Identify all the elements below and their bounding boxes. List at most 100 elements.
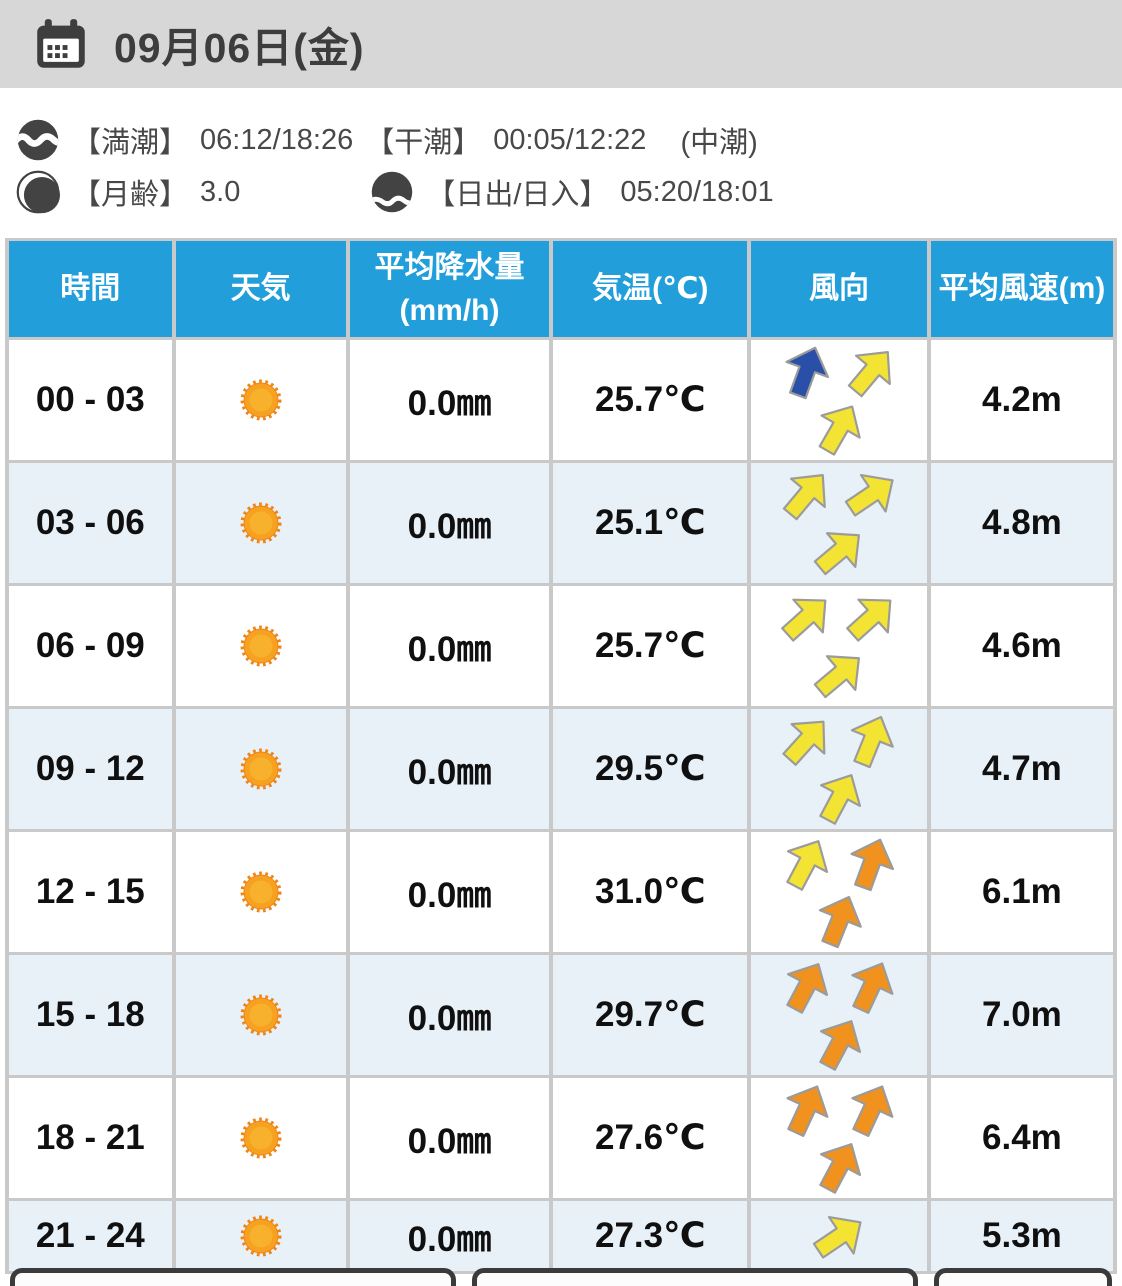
weather-cell bbox=[175, 340, 346, 460]
time-cell: 03 - 06 bbox=[9, 463, 172, 583]
wind-arrow-group bbox=[763, 836, 915, 948]
sunny-icon bbox=[238, 623, 284, 669]
wind-direction-arrow-icon bbox=[835, 950, 908, 1023]
next-section-stub[interactable] bbox=[934, 1268, 1112, 1286]
col-header-weather: 天気 bbox=[175, 241, 346, 337]
moon-sun-info-row: 【月齢】 3.0 【日出/日入】 05:20/18:01 bbox=[16, 166, 1122, 218]
forecast-row: 03 - 06 0.0㎜ 25.1℃ 4.8m bbox=[9, 463, 1113, 583]
forecast-table: 時間 天気 平均降水量 (mm/h) 気温(℃) 風向 平均風速(m) 00 -… bbox=[5, 238, 1117, 1274]
wave-icon bbox=[16, 118, 60, 162]
sunrise-group: 【日出/日入】 05:20/18:01 bbox=[370, 170, 774, 214]
wind-direction-cell bbox=[751, 1201, 927, 1271]
high-tide-times: 06:12/18:26 bbox=[200, 123, 354, 156]
forecast-row: 21 - 24 0.0㎜ 27.3℃ 5.3m bbox=[9, 1201, 1113, 1271]
precip-cell: 0.0㎜ bbox=[349, 340, 550, 460]
weather-cell bbox=[175, 586, 346, 706]
wind-direction-arrow-icon bbox=[836, 828, 906, 898]
forecast-table-body: 00 - 03 0.0㎜ 25.7℃ 4.2m 03 - 06 0.0㎜ 25.… bbox=[9, 340, 1113, 1271]
wind-direction-arrow-icon bbox=[836, 705, 908, 777]
wind-direction-cell bbox=[751, 955, 927, 1075]
sunny-icon bbox=[238, 377, 284, 423]
almanac-section: 【満潮】 06:12/18:26 【干潮】 00:05/12:22 (中潮) 【… bbox=[0, 88, 1122, 232]
low-tide-label: 【干潮】 bbox=[365, 127, 482, 159]
high-tide-label: 【満潮】 bbox=[72, 127, 189, 159]
wind-speed-cell: 6.1m bbox=[930, 832, 1113, 952]
precip-cell: 0.0㎜ bbox=[349, 955, 550, 1075]
moon-icon bbox=[16, 170, 60, 214]
weather-cell bbox=[175, 955, 346, 1075]
time-cell: 00 - 03 bbox=[9, 340, 172, 460]
sunny-icon bbox=[238, 500, 284, 546]
tide-phase: (中潮) bbox=[680, 127, 758, 159]
wind-direction-cell bbox=[751, 709, 927, 829]
wind-arrow-group bbox=[763, 1082, 915, 1194]
time-cell: 15 - 18 bbox=[9, 955, 172, 1075]
temp-cell: 25.1℃ bbox=[553, 463, 748, 583]
wind-speed-cell: 4.6m bbox=[930, 586, 1113, 706]
weather-cell bbox=[175, 709, 346, 829]
sunny-icon bbox=[238, 1115, 284, 1161]
sunrise-times: 05:20/18:01 bbox=[620, 175, 774, 208]
weather-cell bbox=[175, 1078, 346, 1198]
precip-cell: 0.0㎜ bbox=[349, 832, 550, 952]
temp-cell: 25.7℃ bbox=[553, 586, 748, 706]
weather-cell bbox=[175, 463, 346, 583]
time-cell: 06 - 09 bbox=[9, 586, 172, 706]
wind-direction-cell bbox=[751, 340, 927, 460]
temp-cell: 29.5℃ bbox=[553, 709, 748, 829]
forecast-row: 00 - 03 0.0㎜ 25.7℃ 4.2m bbox=[9, 340, 1113, 460]
col-header-precip-line1: 平均降水量 bbox=[374, 250, 525, 284]
wind-arrow-group bbox=[763, 1209, 915, 1264]
col-header-temp: 気温(℃) bbox=[553, 241, 748, 337]
wind-speed-cell: 4.2m bbox=[930, 340, 1113, 460]
wind-arrow-group bbox=[763, 590, 915, 702]
forecast-row: 15 - 18 0.0㎜ 29.7℃ 7.0m bbox=[9, 955, 1113, 1075]
tide-info-row: 【満潮】 06:12/18:26 【干潮】 00:05/12:22 (中潮) bbox=[16, 114, 1122, 166]
forecast-row: 18 - 21 0.0㎜ 27.6℃ 6.4m bbox=[9, 1078, 1113, 1198]
precip-cell: 0.0㎜ bbox=[349, 1201, 550, 1271]
weather-cell bbox=[175, 1201, 346, 1271]
next-section-stub[interactable] bbox=[472, 1268, 918, 1286]
sunrise-label: 【日出/日入】 bbox=[426, 179, 609, 211]
time-cell: 18 - 21 bbox=[9, 1078, 172, 1198]
col-header-precip-line2: (mm/h) bbox=[399, 294, 500, 327]
wind-direction-cell bbox=[751, 463, 927, 583]
temp-cell: 29.7℃ bbox=[553, 955, 748, 1075]
next-section-stub[interactable] bbox=[10, 1268, 456, 1286]
forecast-row: 06 - 09 0.0㎜ 25.7℃ 4.6m bbox=[9, 586, 1113, 706]
sunny-icon bbox=[238, 992, 284, 1038]
wind-direction-cell bbox=[751, 832, 927, 952]
wind-arrow-group bbox=[763, 467, 915, 579]
wind-arrow-group bbox=[763, 344, 915, 456]
sunrise-icon bbox=[370, 170, 414, 214]
time-cell: 09 - 12 bbox=[9, 709, 172, 829]
temp-cell: 27.6℃ bbox=[553, 1078, 748, 1198]
col-header-time: 時間 bbox=[9, 241, 172, 337]
forecast-row: 12 - 15 0.0㎜ 31.0℃ 6.1m bbox=[9, 832, 1113, 952]
temp-cell: 27.3℃ bbox=[553, 1201, 748, 1271]
wind-speed-cell: 4.7m bbox=[930, 709, 1113, 829]
wind-direction-arrow-icon bbox=[801, 1198, 877, 1274]
wind-speed-cell: 4.8m bbox=[930, 463, 1113, 583]
wind-direction-arrow-icon bbox=[835, 1073, 908, 1146]
wind-speed-cell: 7.0m bbox=[930, 955, 1113, 1075]
precip-cell: 0.0㎜ bbox=[349, 463, 550, 583]
wind-arrow-group bbox=[763, 713, 915, 825]
wind-speed-cell: 6.4m bbox=[930, 1078, 1113, 1198]
wind-direction-cell bbox=[751, 1078, 927, 1198]
sunny-icon bbox=[238, 1213, 284, 1259]
temp-cell: 25.7℃ bbox=[553, 340, 748, 460]
moon-age-value: 3.0 bbox=[200, 175, 241, 208]
weather-cell bbox=[175, 832, 346, 952]
sunny-icon bbox=[238, 869, 284, 915]
low-tide-times: 00:05/12:22 bbox=[493, 123, 647, 156]
forecast-row: 09 - 12 0.0㎜ 29.5℃ 4.7m bbox=[9, 709, 1113, 829]
wind-direction-cell bbox=[751, 586, 927, 706]
precip-cell: 0.0㎜ bbox=[349, 709, 550, 829]
date-title: 09月06日(金) bbox=[114, 25, 365, 71]
calendar-icon bbox=[34, 17, 88, 71]
forecast-header-row: 時間 天気 平均降水量 (mm/h) 気温(℃) 風向 平均風速(m) bbox=[9, 241, 1113, 337]
date-header-bar: 09月06日(金) bbox=[0, 0, 1122, 88]
time-cell: 12 - 15 bbox=[9, 832, 172, 952]
col-header-wind-speed: 平均風速(m) bbox=[930, 241, 1113, 337]
